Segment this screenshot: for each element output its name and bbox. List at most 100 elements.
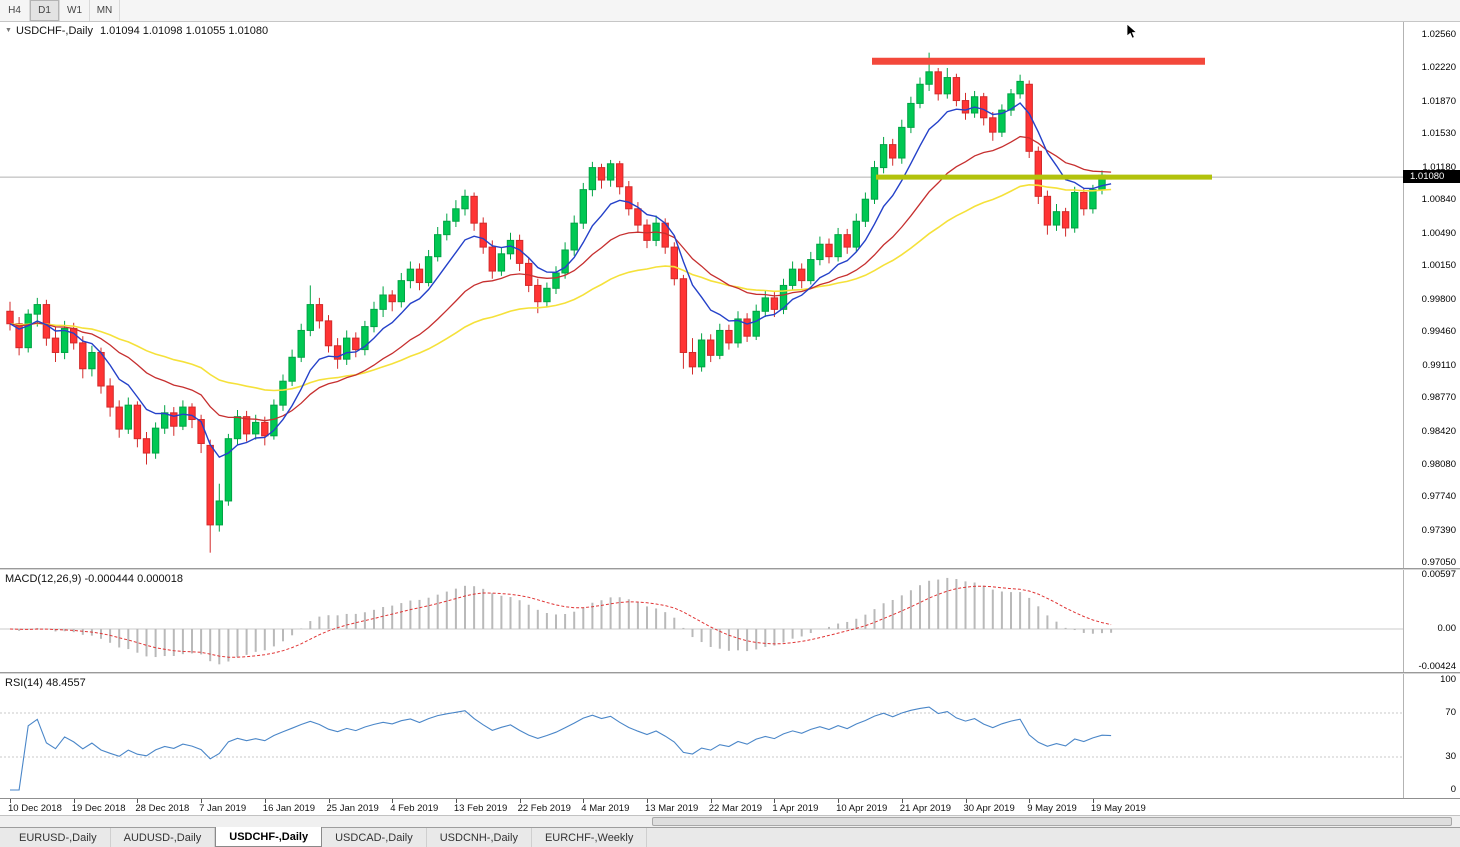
moving-average-line-8: [9, 102, 1112, 458]
period-button-mn[interactable]: MN: [90, 0, 120, 21]
candle-body: [961, 100, 970, 114]
macd-indicator-pane[interactable]: MACD(12,26,9) -0.000444 0.000018 0.00597…: [0, 570, 1460, 672]
scrollbar-thumb[interactable]: [652, 817, 1452, 826]
candle-body: [1061, 211, 1070, 229]
time-axis[interactable]: 10 Dec 2018 19 Dec 2018 28 Dec 2018 7 Jan 2…: [0, 798, 1460, 815]
candle-body: [679, 278, 688, 353]
time-axis-tick: [392, 799, 394, 803]
time-axis-tick: [710, 799, 712, 803]
candle-body: [934, 71, 942, 95]
tab-eurusd-daily[interactable]: EURUSD-,Daily: [6, 828, 111, 847]
price-axis-label: 1.01870: [1421, 95, 1456, 107]
candle-body: [179, 406, 187, 427]
time-axis-tick: [73, 799, 75, 803]
candle-body: [379, 294, 387, 310]
rsi-line: [10, 706, 1112, 791]
chart-symbol-label: USDCHF-,Daily: [15, 25, 93, 37]
rsi-indicator-pane[interactable]: RSI(14) 48.4557 100 70 30 0: [0, 674, 1460, 798]
candle-body: [925, 71, 933, 85]
candle-body: [798, 268, 806, 282]
time-axis-label: 28 Dec 2018: [135, 803, 190, 814]
macd-axis[interactable]: 0.00597 0.00 -0.00424: [1403, 570, 1460, 672]
candle-body: [60, 328, 69, 353]
price-axis-label: 1.00490: [1421, 227, 1456, 239]
period-button-d1[interactable]: D1: [30, 0, 60, 21]
candle-body: [479, 222, 487, 248]
time-axis-label: 4 Mar 2019: [581, 803, 630, 814]
rsi-chart[interactable]: [0, 674, 1403, 798]
candle-body: [370, 308, 378, 328]
rsi-axis-label: 30: [1445, 751, 1456, 762]
candle-body: [115, 406, 123, 430]
price-axis-label: 1.01530: [1421, 128, 1456, 140]
tab-usdcnh-daily[interactable]: USDCNH-,Daily: [427, 828, 532, 847]
time-axis-label: 22 Mar 2019: [708, 803, 763, 814]
price-axis[interactable]: 1.02560 1.02220 1.01870 1.01530 1.01180 1.008…: [1403, 22, 1460, 568]
candle-body: [170, 412, 178, 427]
main-chart-pane[interactable]: ▼ USDCHF-,Daily 1.01094 1.01098 1.01055 1.…: [0, 22, 1460, 568]
candle-body: [816, 243, 824, 261]
time-axis-label: 30 Apr 2019: [963, 803, 1015, 814]
candle-body: [124, 404, 132, 430]
horizontal-scrollbar[interactable]: [0, 815, 1460, 827]
candle-body: [743, 318, 751, 337]
candle-body: [634, 208, 642, 226]
candle-body: [1025, 83, 1033, 152]
candle-body: [252, 421, 260, 435]
candle-body: [24, 313, 32, 349]
candle-body: [852, 220, 860, 248]
candle-body: [552, 272, 560, 289]
candle-body: [688, 351, 697, 368]
candle-body: [79, 342, 87, 370]
moving-average-line-21: [9, 135, 1112, 422]
collapse-triangle-icon[interactable]: ▼: [5, 27, 12, 34]
tab-usdchf-daily[interactable]: USDCHF-,Daily: [215, 827, 323, 847]
candle-body: [470, 195, 478, 224]
candle-body: [288, 356, 296, 382]
tab-audusd-daily[interactable]: AUDUSD-,Daily: [111, 828, 216, 847]
time-axis-tick: [10, 799, 11, 803]
time-axis-tick: [1029, 799, 1031, 803]
macd-chart[interactable]: [0, 570, 1403, 672]
time-axis-tick: [774, 799, 776, 803]
period-button-h4[interactable]: H4: [0, 0, 30, 21]
candle-body: [943, 77, 951, 95]
candle-body: [270, 404, 278, 437]
price-axis-label: 0.99800: [1421, 293, 1456, 305]
candle-body: [898, 126, 906, 159]
candle-body: [233, 416, 242, 440]
price-axis-label: 0.99460: [1421, 326, 1456, 338]
candle-body: [597, 167, 606, 181]
price-axis-label: 0.97740: [1421, 491, 1456, 503]
candle-body: [670, 246, 678, 280]
pane-splitter[interactable]: [0, 672, 1460, 674]
candlestick-chart[interactable]: [0, 22, 1403, 568]
price-axis-label: 1.01180: [1422, 161, 1456, 173]
macd-label: MACD(12,26,9) -0.000444 0.000018: [5, 573, 183, 585]
time-axis-tick: [328, 799, 330, 803]
tab-eurchf-weekly[interactable]: EURCHF-,Weekly: [532, 828, 648, 847]
period-button-w1[interactable]: W1: [60, 0, 90, 21]
rsi-axis-label: 100: [1440, 674, 1456, 685]
rsi-axis[interactable]: 100 70 30 0: [1403, 674, 1460, 798]
candle-body: [889, 144, 897, 159]
candle-body: [697, 339, 706, 368]
time-axis-label: 22 Feb 2019: [517, 803, 571, 814]
price-axis-label: 0.97050: [1421, 557, 1456, 568]
candle-body: [333, 345, 342, 360]
candle-body: [570, 222, 578, 251]
candle-body: [761, 297, 769, 312]
pane-splitter[interactable]: [0, 568, 1460, 570]
time-axis-tick: [583, 799, 585, 803]
time-axis-tick: [965, 799, 967, 803]
chart-title: ▼ USDCHF-,Daily 1.01094 1.01098 1.01055 1.…: [5, 25, 268, 37]
candle-body: [461, 195, 469, 210]
candle-body: [879, 144, 888, 169]
candle-body: [1080, 192, 1088, 210]
candle-body: [352, 337, 360, 351]
tab-usdcad-daily[interactable]: USDCAD-,Daily: [322, 828, 427, 847]
candle-body: [97, 351, 105, 387]
time-axis-label: 9 May 2019: [1027, 803, 1077, 814]
candle-body: [397, 280, 406, 303]
